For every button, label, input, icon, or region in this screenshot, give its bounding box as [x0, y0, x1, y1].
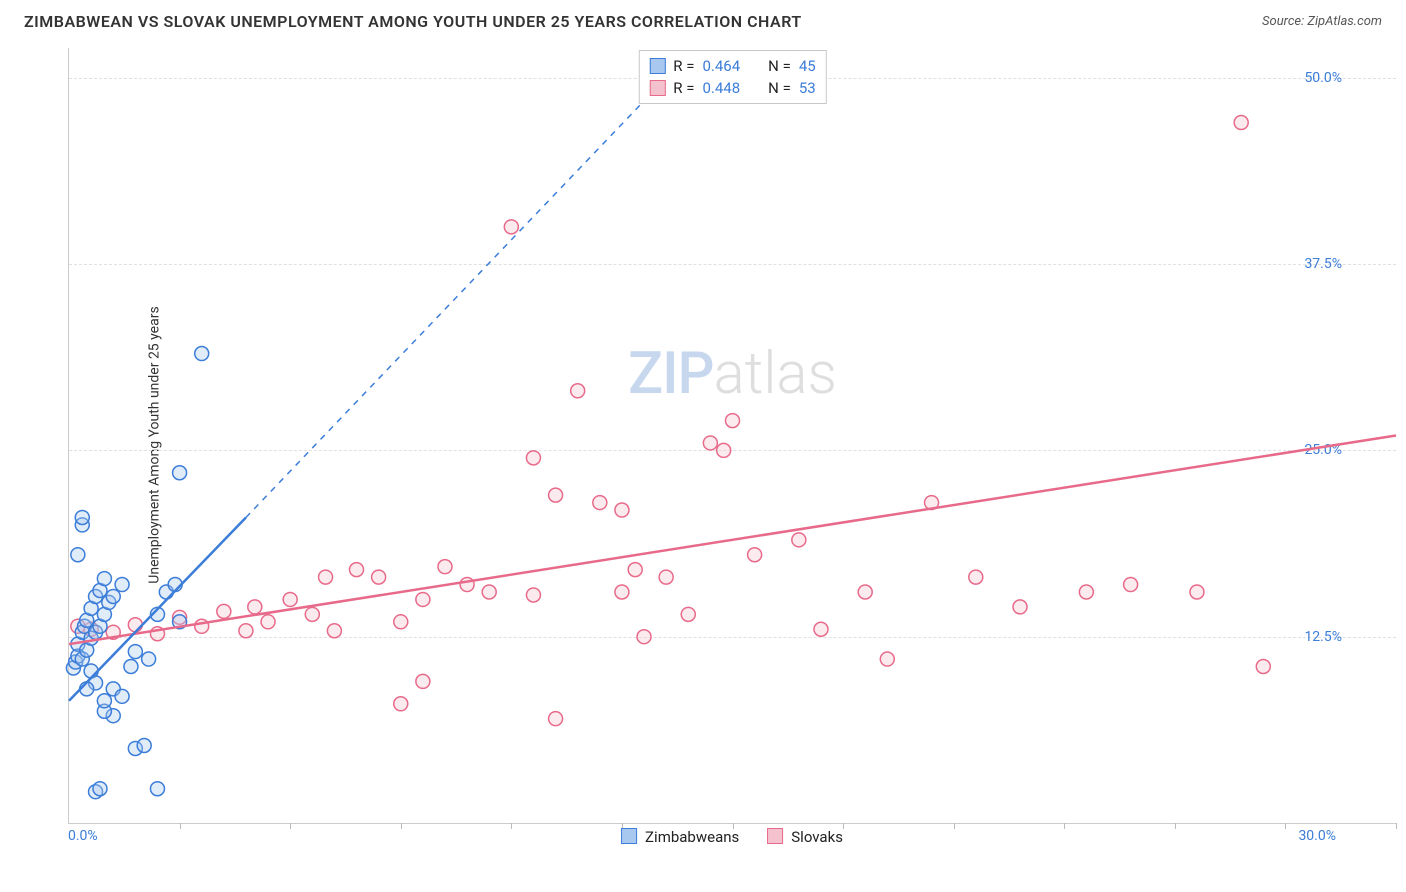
trend-line	[69, 436, 1396, 645]
n-label: N =	[768, 57, 791, 75]
r-value: 0.464	[702, 57, 740, 75]
data-point	[75, 510, 89, 524]
data-point	[97, 572, 111, 586]
data-point	[124, 660, 138, 674]
data-point	[319, 570, 333, 584]
data-point	[792, 533, 806, 547]
data-point	[526, 451, 540, 465]
data-point	[416, 592, 430, 606]
data-point	[115, 689, 129, 703]
source-label: Source: ZipAtlas.com	[1262, 14, 1382, 29]
data-point	[97, 694, 111, 708]
data-point	[615, 585, 629, 599]
n-value: 45	[799, 57, 816, 75]
data-point	[239, 624, 253, 638]
data-point	[416, 674, 430, 688]
legend-swatch	[649, 58, 665, 74]
data-point	[217, 604, 231, 618]
legend-item: Slovaks	[767, 828, 843, 846]
r-label: R =	[673, 79, 694, 97]
plot-region: ZIPatlas R =0.464N =45R =0.448N =53 12.5…	[68, 48, 1396, 824]
data-point	[71, 548, 85, 562]
x-axis-row: 0.0% Zimbabweans Slovaks 30.0%	[68, 828, 1396, 850]
data-point	[195, 347, 209, 361]
data-point	[571, 384, 585, 398]
x-tick	[1396, 823, 1397, 829]
x-min-label: 0.0%	[68, 828, 98, 844]
data-point	[248, 600, 262, 614]
legend-swatch	[621, 828, 637, 844]
data-point	[858, 585, 872, 599]
legend-item: Zimbabweans	[621, 828, 739, 846]
data-point	[1079, 585, 1093, 599]
chart-container: ZIMBABWEAN VS SLOVAK UNEMPLOYMENT AMONG …	[0, 0, 1406, 892]
legend-label: Slovaks	[791, 828, 843, 846]
data-point	[615, 503, 629, 517]
correlation-row: R = 0.448 N = 53	[649, 77, 815, 99]
data-point	[549, 712, 563, 726]
bottom-legend: Zimbabweans Slovaks	[621, 828, 843, 846]
data-point	[327, 624, 341, 638]
correlation-box: R = 0.464 N = 45 R = 0.448 N = 53	[638, 50, 826, 104]
data-point	[394, 697, 408, 711]
data-point	[115, 578, 129, 592]
data-point	[128, 645, 142, 659]
chart-title: ZIMBABWEAN VS SLOVAK UNEMPLOYMENT AMONG …	[24, 12, 802, 31]
data-point	[703, 436, 717, 450]
data-point	[880, 652, 894, 666]
legend-label: Zimbabweans	[645, 828, 739, 846]
correlation-row: R = 0.464 N = 45	[649, 55, 815, 77]
data-point	[261, 615, 275, 629]
x-max-label: 30.0%	[1298, 828, 1336, 844]
trend-line	[246, 78, 666, 518]
r-label: R =	[673, 57, 694, 75]
data-point	[526, 588, 540, 602]
data-point	[372, 570, 386, 584]
data-point	[659, 570, 673, 584]
n-label: N =	[768, 79, 791, 97]
data-point	[150, 782, 164, 796]
data-point	[106, 589, 120, 603]
data-point	[142, 652, 156, 666]
data-point	[173, 466, 187, 480]
data-point	[637, 630, 651, 644]
legend-swatch	[649, 80, 665, 96]
data-point	[1190, 585, 1204, 599]
data-point	[717, 443, 731, 457]
data-point	[1124, 578, 1138, 592]
data-point	[1013, 600, 1027, 614]
data-point	[283, 592, 297, 606]
n-value: 53	[799, 79, 816, 97]
data-point	[1234, 116, 1248, 130]
data-point	[137, 739, 151, 753]
chart-area: Unemployment Among Youth under 25 years …	[50, 48, 1396, 842]
data-point	[128, 618, 142, 632]
data-point	[593, 496, 607, 510]
data-point	[549, 488, 563, 502]
header: ZIMBABWEAN VS SLOVAK UNEMPLOYMENT AMONG …	[0, 0, 1406, 39]
data-point	[93, 782, 107, 796]
data-point	[681, 607, 695, 621]
data-point	[1256, 660, 1270, 674]
plot-svg	[69, 48, 1396, 823]
data-point	[504, 220, 518, 234]
data-point	[726, 414, 740, 428]
data-point	[628, 563, 642, 577]
legend-swatch	[767, 828, 783, 844]
data-point	[438, 560, 452, 574]
data-point	[394, 615, 408, 629]
data-point	[814, 622, 828, 636]
r-value: 0.448	[702, 79, 740, 97]
data-point	[305, 607, 319, 621]
data-point	[482, 585, 496, 599]
data-point	[350, 563, 364, 577]
data-point	[969, 570, 983, 584]
data-point	[748, 548, 762, 562]
